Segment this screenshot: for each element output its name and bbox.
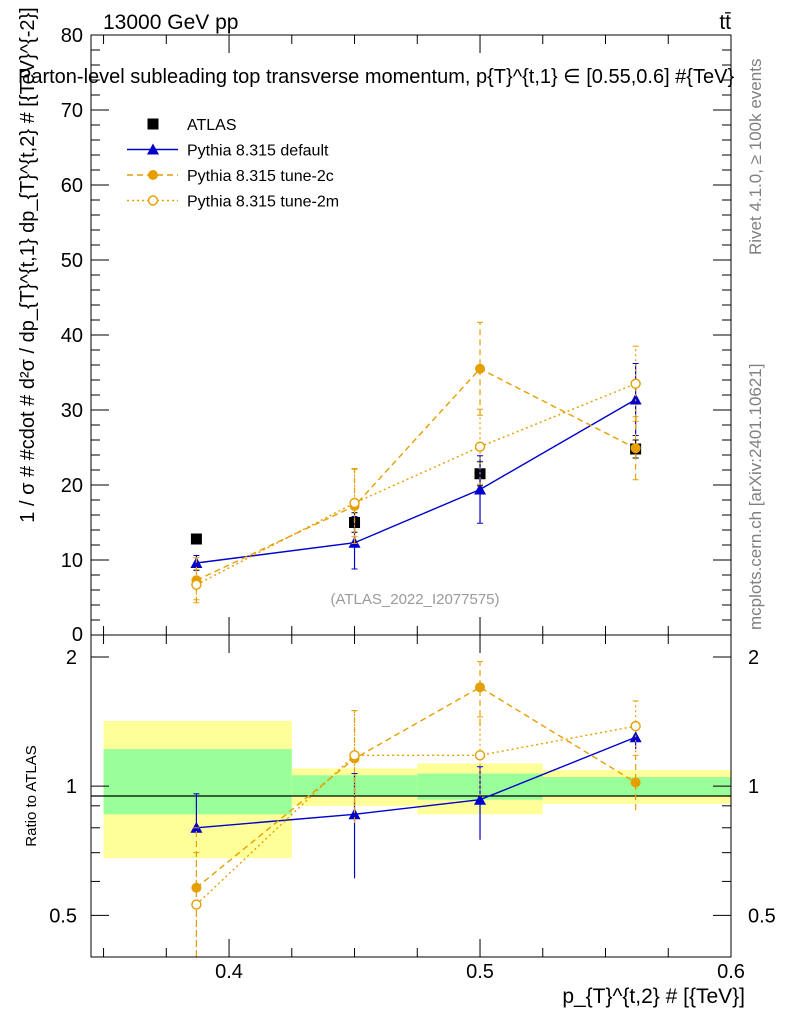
legend-marker <box>147 118 159 130</box>
main-y-tick-label: 80 <box>61 25 83 47</box>
ratio-series-line <box>195 686 636 889</box>
energy-label: 13000 GeV pp <box>103 11 238 34</box>
ratio-series-line <box>195 725 636 906</box>
rivet-label: Rivet 4.1.0, ≥ 100k events <box>746 59 765 255</box>
legend-label: ATLAS <box>187 117 237 134</box>
ratio-point <box>191 882 202 893</box>
ratio-point <box>474 793 487 805</box>
ratio-band-inner <box>103 749 292 815</box>
ratio-y-tick-label: 2 <box>66 647 77 669</box>
legend-label: Pythia 8.315 tune-2m <box>187 194 339 211</box>
ratio-point <box>191 899 202 910</box>
ratio-y-tick-label: 0.5 <box>49 905 77 927</box>
data-point <box>475 363 486 374</box>
data-point <box>349 497 360 509</box>
data-point <box>629 393 642 405</box>
ratio-point <box>349 750 360 761</box>
ratio-y-tick-label-right: 1 <box>748 776 759 798</box>
series-line <box>196 367 636 581</box>
ratio-series-pythia-8-315-tune-2m <box>191 700 641 957</box>
ratio-bands <box>103 720 731 859</box>
series-line <box>196 398 636 564</box>
main-y-tick-label: 20 <box>61 475 83 497</box>
main-y-tick-label: 50 <box>61 250 83 272</box>
ratio-series-line <box>196 736 636 829</box>
legend-label: Pythia 8.315 default <box>187 143 329 160</box>
ratio-y-tick-label-right: 0.5 <box>748 905 776 927</box>
ratio-x-tick-label: 0.4 <box>215 961 243 983</box>
main-axis-ticks: 10 20 30 40 50 60 70 80 0 <box>61 25 732 646</box>
data-point <box>474 483 487 495</box>
ratio-frame <box>90 634 732 958</box>
main-ylabel: 1 / σ # #cdot # d²σ / dp_{T}^{t,1} dp_{T… <box>17 7 39 522</box>
legend-entry: ATLAS <box>147 117 237 134</box>
legend-entry: Pythia 8.315 tune-2c <box>127 168 334 185</box>
data-point <box>474 441 486 452</box>
main-y-tick-label: 30 <box>61 400 83 422</box>
plot-title: Parton-level subleading top transverse m… <box>18 66 734 88</box>
ratio-series <box>190 661 642 957</box>
ratio-point <box>630 777 641 788</box>
ratio-y-tick-label: 1 <box>66 776 77 798</box>
data-point <box>191 579 202 590</box>
main-y-tick-label: 40 <box>61 325 83 347</box>
legend-label: Pythia 8.315 tune-2c <box>187 168 334 185</box>
legend-marker <box>147 143 159 155</box>
main-series <box>190 321 642 604</box>
series-pythia-8-315-default <box>190 363 642 571</box>
ratio-point <box>474 750 486 761</box>
ratio-x-tick-label: 0.6 <box>717 961 745 983</box>
site-label: mcplots.cern.ch [arXiv:2401.10621] <box>746 364 765 630</box>
ratio-xlabel: p_{T}^{t,2} # [{TeV}] <box>562 985 745 1008</box>
data-point <box>190 533 202 545</box>
main-y-tick-label: 10 <box>61 550 83 572</box>
series-pythia-8-315-tune-2m <box>191 345 641 601</box>
ratio-point <box>348 808 361 820</box>
series-pythia-8-315-tune-2c <box>191 321 641 604</box>
data-point <box>630 378 641 389</box>
series-line <box>196 383 636 586</box>
legend-marker <box>147 195 159 206</box>
legend: ATLAS Pythia 8.315 default Pythia 8.315 tu… <box>127 117 339 211</box>
ratio-x-tick-label: 0.5 <box>466 961 494 983</box>
ratio-y-tick-label-right: 2 <box>748 647 759 669</box>
series-atlas <box>190 439 642 545</box>
data-point <box>630 443 641 454</box>
legend-entry: Pythia 8.315 default <box>127 143 329 160</box>
main-y-tick-label: 70 <box>61 100 83 122</box>
ratio-axis-ticks: 0.4 0.5 0.6 0.5 0.5 1 1 2 2 <box>49 635 776 983</box>
ratio-point <box>630 720 641 732</box>
process-label: tt̄ <box>719 11 731 34</box>
legend-marker <box>148 170 158 180</box>
ratio-panel: 0.4 0.5 0.6 0.5 0.5 1 1 2 2 Ratio to ATLAS p_{T}… <box>23 634 776 1008</box>
main-y-tick-label: 0 <box>72 624 83 646</box>
main-y-tick-label: 60 <box>61 175 83 197</box>
ratio-ylabel: Ratio to ATLAS <box>23 745 40 846</box>
ratio-point <box>475 682 486 693</box>
legend-entry: Pythia 8.315 tune-2m <box>127 194 339 211</box>
analysis-watermark: (ATLAS_2022_I2077575) <box>330 591 499 608</box>
